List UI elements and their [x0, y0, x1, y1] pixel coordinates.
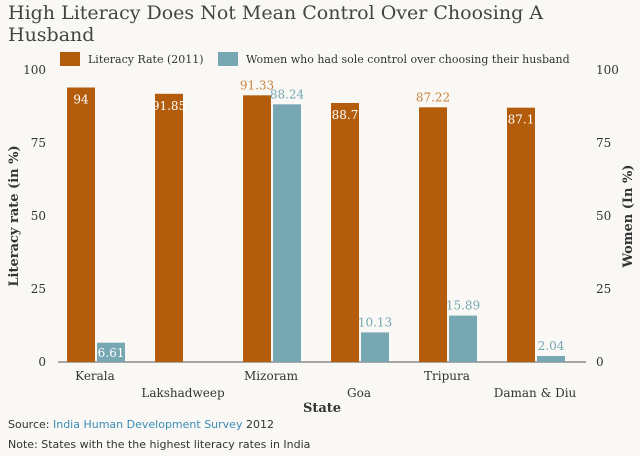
literacy-bar	[331, 102, 359, 362]
x-tick-label: Goa	[347, 386, 371, 400]
x-tick-label: Mizoram	[244, 369, 299, 383]
literacy-bar	[243, 95, 271, 362]
x-tick-label: Kerala	[75, 369, 115, 383]
bars	[67, 87, 565, 363]
chart: Literacy Rate (2011) Women who had sole c…	[7, 52, 636, 412]
literacy-bar	[507, 107, 535, 362]
legend-label-2: Women who had sole control over choosing…	[246, 53, 570, 66]
literacy-bar	[419, 107, 447, 362]
women-bar	[273, 104, 301, 362]
women-value-label: 88.24	[270, 87, 305, 101]
women-value-label: 15.89	[446, 299, 480, 313]
chart-title: High Literacy Does Not Mean Control Over…	[8, 2, 544, 46]
x-tick-label: Lakshadweep	[141, 386, 225, 400]
women-bar	[449, 315, 477, 362]
literacy-value-label: 91.33	[240, 78, 274, 92]
y-tick-label-left: 100	[23, 63, 46, 77]
women-bar	[537, 356, 565, 362]
y-tick-label-right: 75	[596, 136, 611, 150]
x-tick-label: Daman & Diu	[494, 386, 577, 400]
y-tick-label-left: 25	[31, 282, 46, 296]
women-value-label: 6.61	[98, 346, 125, 360]
axes: 0 0 25 25 50 50 75 75 100 100 Literacy rate (in %)…	[7, 63, 636, 412]
y-tick-label-right: 50	[596, 209, 611, 223]
legend-swatch-2	[218, 52, 238, 66]
y-tick-label-right: 0	[596, 355, 604, 369]
legend-swatch-1	[60, 52, 80, 66]
x-tick-label: Tripura	[424, 369, 470, 383]
literacy-value-label: 91.85	[152, 99, 186, 113]
legend: Literacy Rate (2011) Women who had sole c…	[60, 52, 570, 66]
y-tick-label-left: 75	[31, 136, 46, 150]
literacy-bar	[155, 93, 183, 362]
y-axis-title-left: Literacy rate (in %)	[7, 145, 22, 286]
women-value-label: 10.13	[358, 315, 392, 329]
y-tick-label-left: 0	[38, 355, 46, 369]
y-tick-label-right: 25	[596, 282, 611, 296]
literacy-value-label: 87.1	[508, 113, 535, 127]
literacy-bar	[67, 87, 95, 363]
literacy-value-label: 87.22	[416, 90, 450, 104]
literacy-value-label: 94	[73, 93, 89, 107]
y-tick-label-left: 50	[31, 209, 46, 223]
women-bar	[97, 342, 125, 362]
y-tick-label-right: 100	[596, 63, 619, 77]
women-bar	[361, 332, 389, 362]
source-link[interactable]: India Human Development Survey	[52, 418, 243, 431]
women-value-label: 2.04	[538, 339, 565, 353]
source-line: Source: India Human Development Survey 2…	[8, 418, 274, 431]
note-line: Note: States with the the highest litera…	[8, 438, 311, 451]
x-axis-title: State	[303, 401, 341, 412]
literacy-value-label: 88.7	[332, 108, 359, 122]
legend-label-1: Literacy Rate (2011)	[88, 53, 204, 66]
y-axis-title-right: Women (In %)	[621, 165, 636, 269]
source-prefix: Source:	[8, 418, 53, 431]
source-suffix: 2012	[242, 418, 274, 431]
